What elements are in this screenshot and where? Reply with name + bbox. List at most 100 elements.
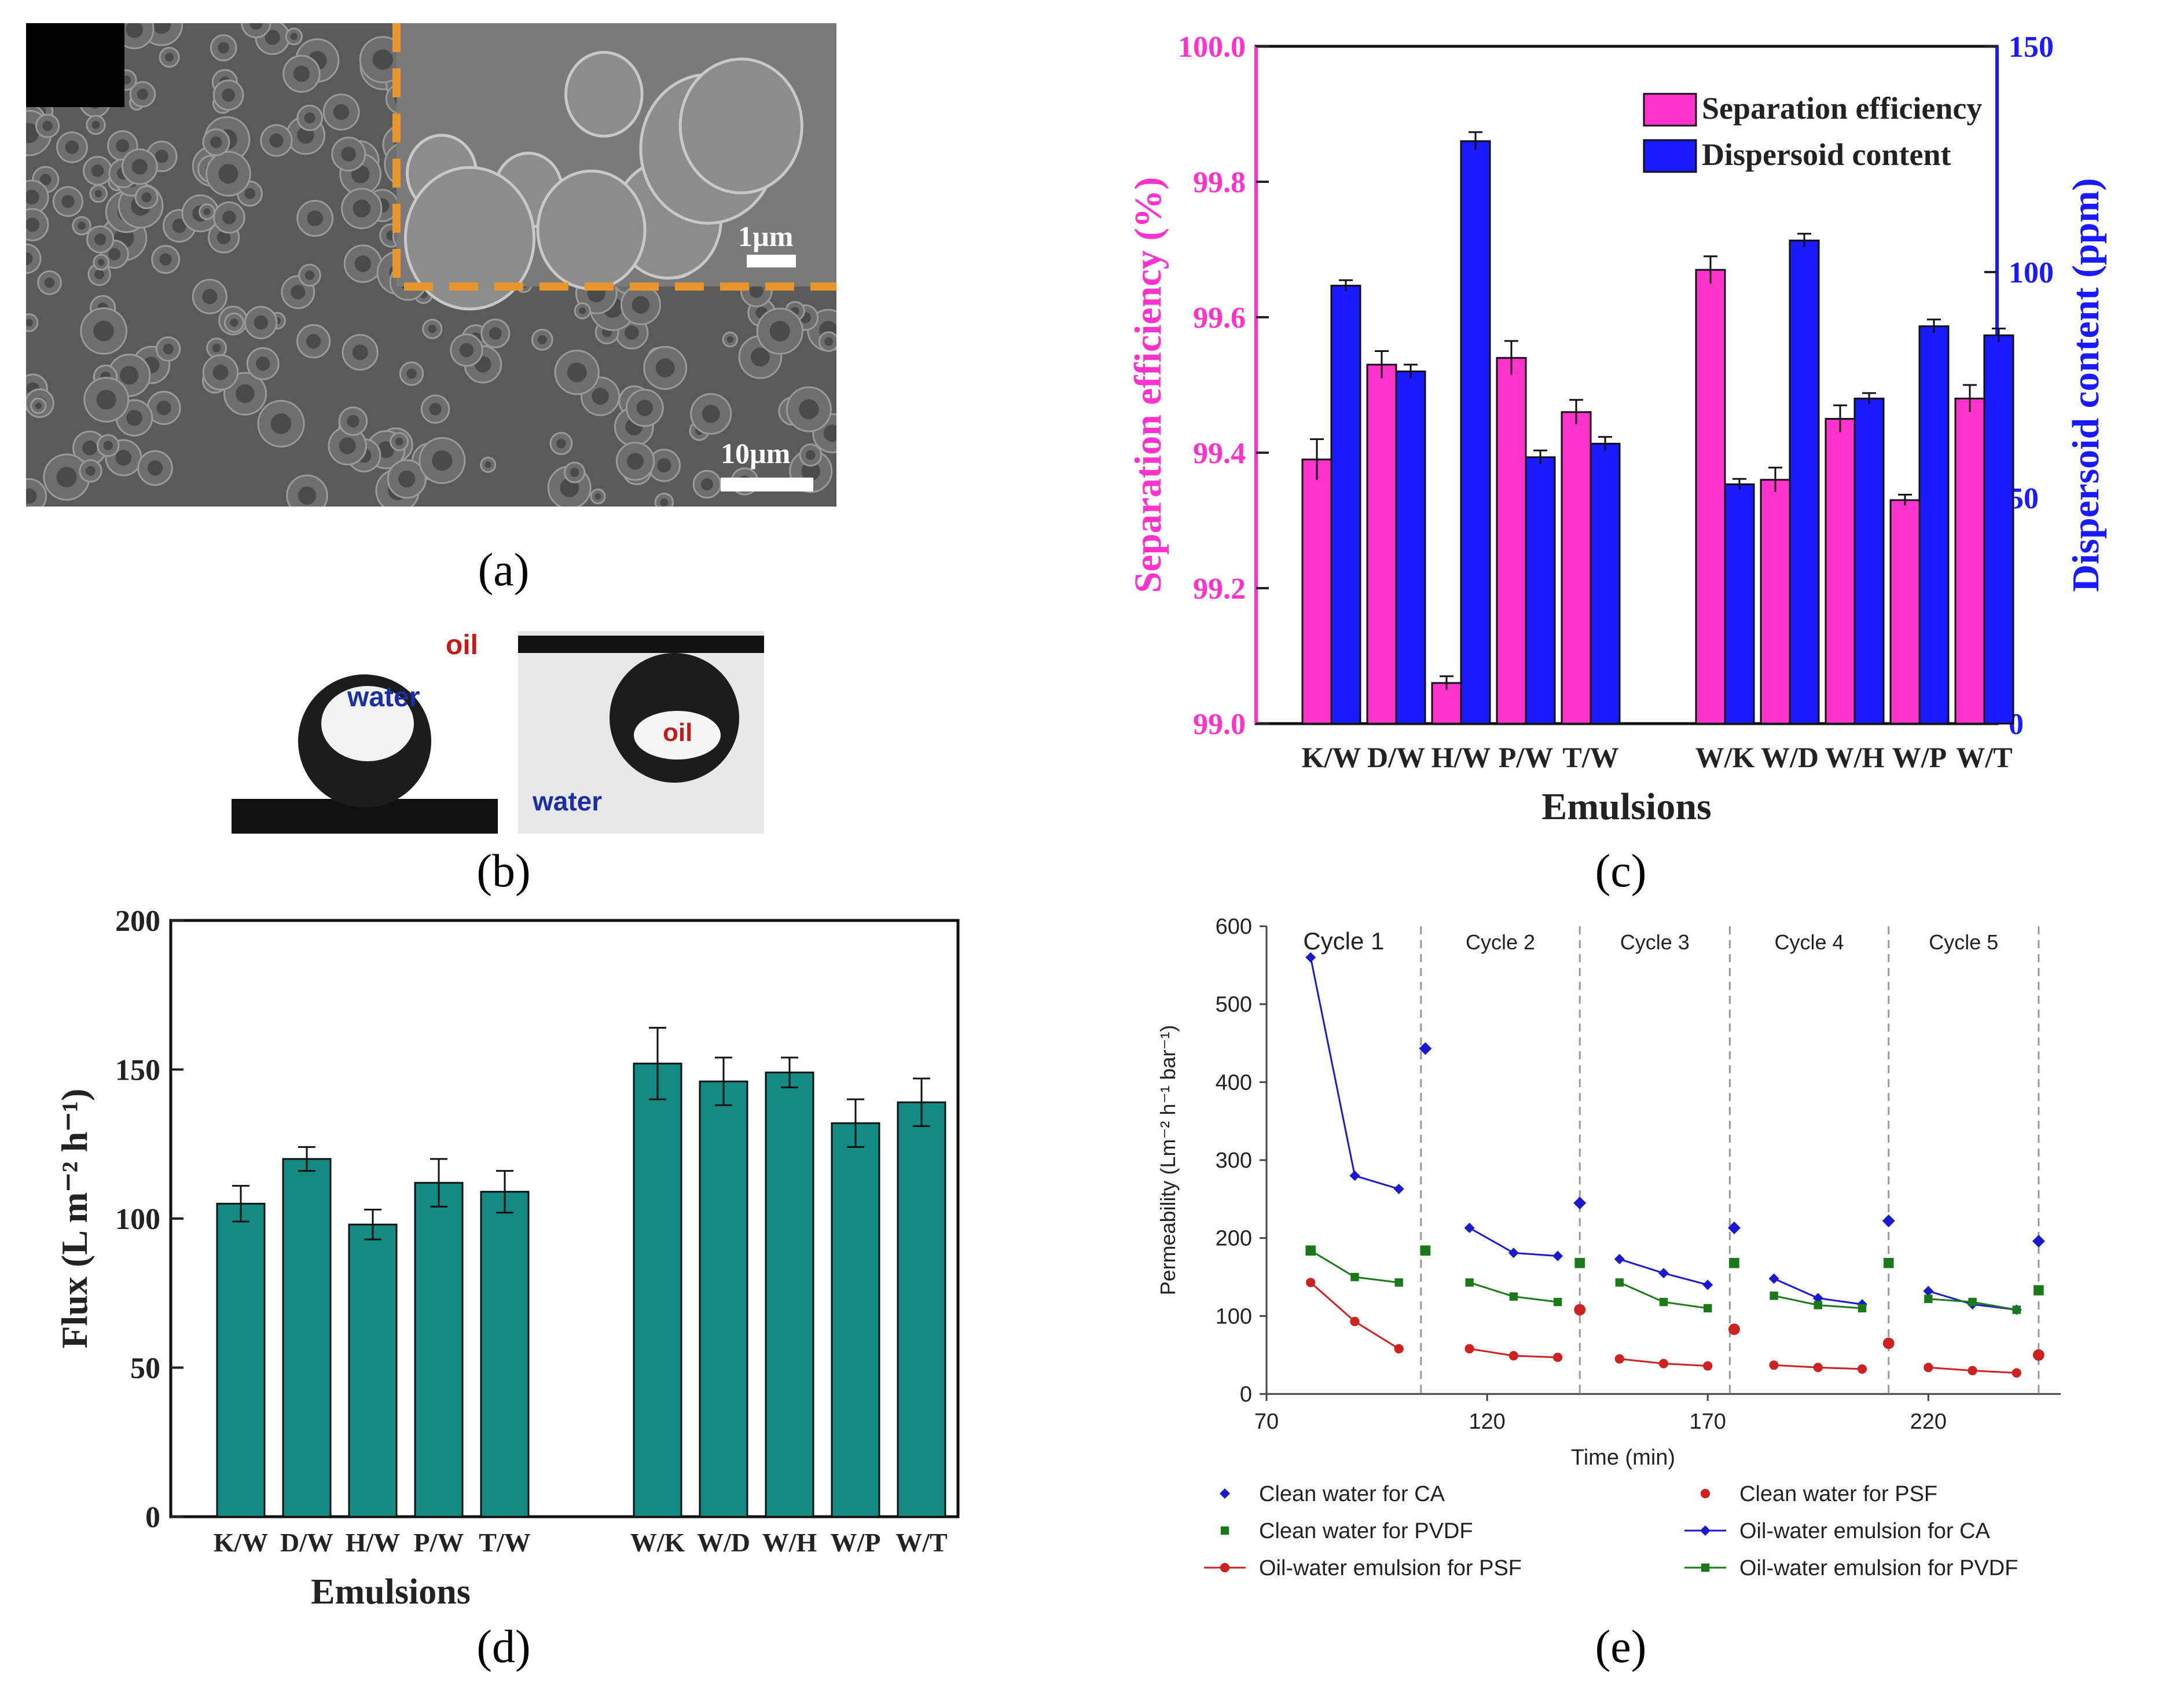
sem-inset-particle <box>678 57 803 195</box>
scale-label-inset: 1µm <box>738 220 793 252</box>
sem-particle-core <box>594 493 601 500</box>
sem-particle-core <box>801 461 820 481</box>
sem-particle-core <box>218 164 238 184</box>
legend-label-e: Clean water for PVDF <box>1259 1519 1473 1543</box>
sem-particle-core <box>592 387 609 405</box>
bar-dispersoid-content <box>1724 483 1755 725</box>
marker-circle <box>2032 1349 2044 1361</box>
sem-particle-core <box>82 441 97 456</box>
sem-particle-core <box>44 277 55 288</box>
marker-square <box>1553 1297 1562 1307</box>
sem-particle-core <box>249 23 263 30</box>
sem-image: 1µm 10µm <box>26 23 836 507</box>
bar-separation-efficiency <box>1301 458 1333 725</box>
chart-d-svg: 0 50 100 150 200 K/W D/W H/W P/W T/W W/K W/D W/H W/P W… <box>54 905 960 1612</box>
marker-circle <box>1614 1354 1624 1364</box>
sem-inset-particle <box>536 169 647 291</box>
sem-particle-core <box>749 284 764 298</box>
legend-label-separation: Separation efficiency <box>1702 91 1982 126</box>
sem-particle-core <box>94 190 102 197</box>
sem-particle-core <box>86 466 96 476</box>
sem-particle-core <box>269 133 284 148</box>
sem-particle-core <box>537 335 547 344</box>
marker-circle <box>1394 1344 1404 1353</box>
ytick-label-e: 600 <box>1216 915 1252 939</box>
sem-particle-core <box>78 222 86 230</box>
sem-particle-core <box>304 112 315 124</box>
bar-dispersoid-content <box>1853 397 1885 725</box>
bar-flux <box>699 1080 748 1518</box>
sem-particle-core <box>152 23 171 34</box>
sem-particle-core <box>579 307 586 314</box>
scale-bar-main <box>721 478 813 491</box>
sem-particle-core <box>428 324 437 333</box>
water-label-right: water <box>532 786 602 816</box>
sem-particle-core <box>93 321 114 342</box>
bar-separation-efficiency <box>1366 364 1397 725</box>
marker-circle <box>1552 1352 1563 1362</box>
marker-diamond <box>1464 1223 1475 1234</box>
xtick-label-c: K/W <box>1302 741 1361 773</box>
sem-particle-core <box>632 296 650 314</box>
sem-particle-core <box>556 438 566 449</box>
sem-particle-core <box>56 467 77 487</box>
sem-particle-core <box>65 140 79 155</box>
chart-e: 0 100 200 300 400 500 600 70 120 170 220 Cycle 1 Cyc… <box>1129 903 2184 1615</box>
sem-particle-core <box>108 248 121 261</box>
marker-square <box>1574 1257 1585 1268</box>
legend-label-e: Clean water for CA <box>1259 1482 1445 1506</box>
ytick-label-c: 99.8 <box>1193 166 1246 199</box>
legend-label-e: Clean water for PSF <box>1739 1482 1937 1506</box>
sem-particle-core <box>799 399 819 420</box>
y2tick-label-c: 150 <box>2009 31 2054 64</box>
marker-circle <box>1703 1361 1713 1371</box>
marker-circle <box>1728 1323 1740 1336</box>
sem-particle-core <box>26 217 40 232</box>
sem-particle-core <box>484 461 491 468</box>
sem-particle-core <box>489 327 502 340</box>
sem-black-box <box>26 23 124 107</box>
bar-flux <box>633 1062 682 1518</box>
xtick-label-c: W/D <box>1761 741 1819 773</box>
sem-particle-core <box>627 453 644 470</box>
droplet-svg: water oil oil water <box>232 631 764 834</box>
marker-diamond <box>1220 1488 1230 1499</box>
xtick-label-d: W/D <box>697 1528 750 1557</box>
marker-square <box>1220 1526 1229 1535</box>
sem-particle-core <box>655 358 675 377</box>
marker-square <box>2012 1305 2021 1314</box>
sem-particle-core <box>115 449 132 466</box>
sem-particle-core <box>137 89 148 100</box>
xlabel-d: Emulsions <box>311 1572 471 1612</box>
marker-diamond <box>1658 1268 1669 1279</box>
sem-particle-core <box>155 149 168 163</box>
bar-flux <box>480 1191 530 1518</box>
sem-inset-particle <box>403 166 536 311</box>
y2tick-label-c: 100 <box>2009 256 2054 289</box>
oil-droplet-highlight <box>634 711 721 760</box>
xlabel-c: Emulsions <box>1541 786 1711 828</box>
ytick-label-c: 99.0 <box>1193 708 1246 741</box>
xtick-label-e: 70 <box>1254 1410 1279 1434</box>
marker-square <box>1924 1294 1933 1303</box>
sem-particle-core <box>26 488 37 504</box>
sem-particle <box>241 23 271 39</box>
sem-particle-core <box>91 120 100 129</box>
ylabel2-c: Dispersoid content (ppm) <box>2065 178 2107 592</box>
marker-diamond <box>1702 1279 1713 1290</box>
marker-diamond <box>1768 1273 1779 1284</box>
bar-dispersoid-content <box>1918 325 1950 725</box>
marker-square <box>1814 1301 1822 1309</box>
sem-particle-core <box>702 405 720 423</box>
sem-particle-core <box>26 189 39 205</box>
marker-circle <box>1968 1366 1977 1375</box>
sem-particle-core <box>660 498 669 507</box>
ytick-label-c: 99.2 <box>1193 573 1246 606</box>
marker-square <box>1770 1292 1778 1300</box>
sem-particle-core <box>823 424 836 442</box>
legend-swatch-dispersoid <box>1643 139 1697 173</box>
water-droplet-highlight <box>321 686 414 761</box>
bar-separation-efficiency <box>1561 411 1592 725</box>
marker-square <box>1729 1257 1739 1268</box>
